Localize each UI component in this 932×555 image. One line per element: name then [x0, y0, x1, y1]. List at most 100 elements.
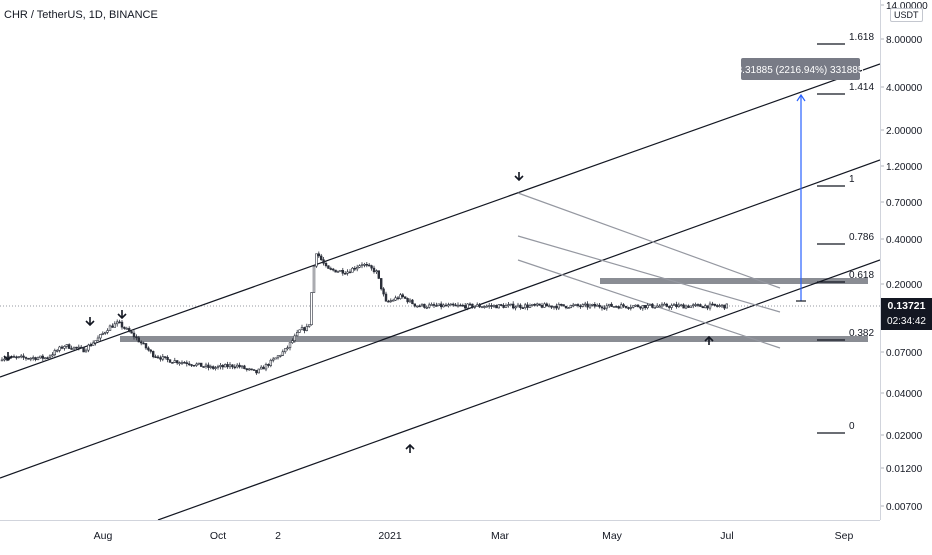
- price-tick-label: 0.40000: [886, 235, 923, 246]
- candle: [533, 304, 537, 306]
- candle: [367, 264, 371, 267]
- candle: [605, 305, 609, 309]
- candle: [550, 305, 553, 308]
- candle: [411, 299, 414, 305]
- candle: [216, 366, 220, 368]
- candle: [360, 264, 364, 267]
- rising-channel-line: [0, 63, 880, 378]
- current-price-tag: 0.13721 02:34:42: [881, 298, 932, 330]
- candle: [545, 303, 549, 307]
- rising-channel-line: [0, 159, 880, 479]
- fib-level-label: 0.382: [849, 328, 874, 339]
- bar-countdown: 02:34:42: [887, 316, 926, 327]
- candle: [603, 307, 606, 310]
- candle: [233, 366, 236, 369]
- candle: [248, 368, 251, 371]
- falling-channel-line: [517, 235, 781, 313]
- falling-channel-line: [517, 192, 781, 289]
- price-tick-label: 14.00000: [886, 1, 928, 12]
- candle: [682, 304, 685, 309]
- candle: [415, 305, 419, 308]
- candle: [610, 303, 613, 307]
- candle: [531, 304, 534, 306]
- candle: [295, 332, 299, 337]
- candle: [718, 305, 721, 307]
- candle: [39, 355, 42, 359]
- candle: [116, 321, 119, 325]
- candle: [684, 305, 688, 309]
- candle: [173, 360, 176, 363]
- candle: [557, 304, 561, 309]
- candle: [15, 356, 18, 359]
- candle: [363, 264, 366, 266]
- candle: [259, 366, 263, 370]
- candle: [89, 344, 93, 347]
- candle: [319, 255, 323, 261]
- candle: [387, 300, 390, 303]
- candle: [142, 342, 145, 345]
- candle: [612, 306, 616, 308]
- candle: [696, 304, 700, 306]
- candle: [708, 303, 712, 309]
- candle: [243, 365, 246, 370]
- candle: [567, 307, 570, 309]
- candle: [226, 364, 229, 368]
- candle: [375, 270, 378, 273]
- candle: [346, 271, 349, 274]
- measure-arrowhead: [796, 93, 806, 102]
- rising-channel-line: [157, 259, 880, 520]
- candle: [180, 361, 184, 364]
- candle: [334, 269, 337, 273]
- candle: [355, 266, 359, 270]
- candle: [99, 334, 102, 339]
- fib-level-label: 0: [849, 421, 855, 432]
- candle: [617, 306, 621, 309]
- candle: [473, 305, 476, 308]
- candle: [283, 348, 287, 353]
- candle: [495, 305, 498, 309]
- arrow-down-icon: [514, 172, 524, 182]
- candle: [413, 303, 416, 307]
- candle: [459, 304, 462, 307]
- arrow-up-icon: [704, 335, 714, 345]
- price-tick-label: 0.02000: [886, 431, 923, 442]
- candle: [439, 303, 443, 308]
- candle: [447, 304, 450, 307]
- candle: [528, 305, 532, 308]
- candle: [593, 304, 597, 307]
- candle: [149, 349, 152, 352]
- candle: [667, 306, 671, 308]
- candle: [281, 351, 284, 356]
- candle: [492, 305, 496, 307]
- time-scale-border: [0, 520, 880, 521]
- price-tick-label: 0.20000: [886, 280, 923, 291]
- candle: [245, 368, 248, 371]
- candle: [19, 355, 23, 358]
- candle: [221, 365, 224, 368]
- candle: [298, 329, 301, 333]
- candle: [58, 346, 61, 351]
- measure-label: 3.31885 (2216.94%) 331885: [737, 65, 864, 76]
- candle: [48, 355, 52, 359]
- candle: [432, 304, 436, 306]
- candle: [403, 296, 407, 299]
- time-tick-label: Oct: [210, 530, 226, 542]
- candle: [576, 304, 580, 307]
- price-tick-label: 4.00000: [886, 83, 923, 94]
- candle: [384, 293, 388, 302]
- price-tick-label: 0.00700: [886, 502, 923, 513]
- candle: [619, 304, 623, 309]
- candle: [711, 303, 714, 306]
- candle: [418, 305, 421, 308]
- candle: [641, 305, 645, 309]
- currency-badge[interactable]: USDT: [890, 8, 923, 22]
- plot-area: 3.31885 (2216.94%) 331885 1.618 1.414 1 0.78…: [0, 32, 880, 520]
- candle: [161, 356, 164, 360]
- candle: [427, 304, 431, 308]
- candle: [262, 366, 265, 370]
- candle: [22, 355, 25, 358]
- candle: [579, 305, 582, 308]
- candle: [279, 355, 282, 357]
